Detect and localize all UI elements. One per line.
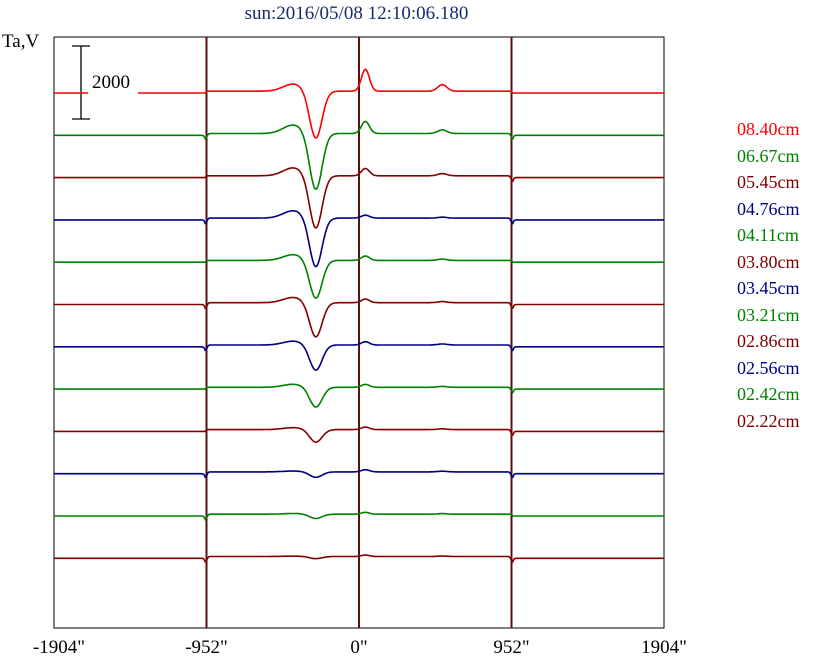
legend-item-08.40cm: 08.40cm bbox=[737, 119, 800, 139]
series-line-06.67cm bbox=[54, 120, 664, 191]
legend-item-02.42cm: 02.42cm bbox=[737, 384, 800, 404]
series-line-05.45cm bbox=[54, 167, 664, 229]
scale-bar-label: 2000 bbox=[92, 72, 130, 93]
series-line-02.56cm bbox=[54, 468, 664, 479]
legend-item-03.45cm: 03.45cm bbox=[737, 278, 800, 298]
legend-item-05.45cm: 05.45cm bbox=[737, 172, 800, 192]
series-line-08.40cm bbox=[54, 68, 664, 139]
series-line-02.42cm bbox=[54, 511, 664, 521]
series-line-03.21cm bbox=[54, 383, 664, 408]
series-line-03.45cm bbox=[54, 340, 664, 371]
chart-title: sun:2016/05/08 12:10:06.180 bbox=[244, 3, 469, 24]
series-line-04.11cm bbox=[54, 253, 664, 299]
x-tick-label-0: -1904" bbox=[32, 637, 86, 658]
x-tick-label-3: 952" bbox=[493, 637, 530, 658]
series-line-03.80cm bbox=[54, 296, 664, 338]
x-tick-label-1: -952" bbox=[185, 637, 228, 658]
series-line-02.22cm bbox=[54, 554, 664, 564]
legend-item-02.22cm: 02.22cm bbox=[737, 410, 800, 431]
series-line-02.86cm bbox=[54, 426, 664, 444]
legend-item-02.86cm: 02.86cm bbox=[737, 331, 800, 351]
x-tick-label-2: 0" bbox=[350, 637, 368, 658]
legend-item-06.67cm: 06.67cm bbox=[737, 145, 800, 166]
legend-item-04.11cm: 04.11cm bbox=[737, 225, 799, 245]
y-axis-label: Ta,V bbox=[2, 31, 40, 52]
series-line-04.76cm bbox=[54, 210, 664, 268]
legend-item-02.56cm: 02.56cm bbox=[737, 357, 800, 378]
scale-label-mask bbox=[88, 82, 138, 104]
x-tick-label-4: 1904" bbox=[641, 637, 687, 658]
legend-item-03.80cm: 03.80cm bbox=[737, 251, 800, 272]
legend-item-04.76cm: 04.76cm bbox=[737, 198, 800, 219]
legend-item-03.21cm: 03.21cm bbox=[737, 304, 800, 325]
